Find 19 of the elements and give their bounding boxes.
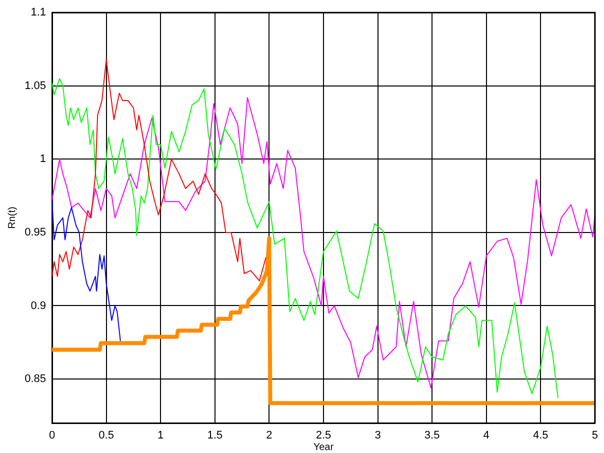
x-tick-label: 2.5 bbox=[316, 430, 332, 442]
y-tick-label: 0.85 bbox=[24, 373, 46, 386]
x-tick-label: 0.5 bbox=[98, 430, 114, 442]
x-tick-label: 5 bbox=[592, 430, 598, 442]
y-tick-label: 1.05 bbox=[24, 80, 46, 92]
x-tick-label: 3.5 bbox=[424, 430, 440, 442]
x-tick-label: 1 bbox=[158, 430, 164, 442]
y-tick-label: 1.1 bbox=[30, 6, 46, 19]
x-axis-title: Year bbox=[313, 442, 334, 453]
x-tick-label: 3 bbox=[374, 430, 381, 442]
y-axis-title: Rn(t) bbox=[6, 206, 18, 229]
y-tick-label: 1 bbox=[40, 153, 46, 166]
x-tick-label: 2 bbox=[266, 430, 272, 442]
x-tick-label: 4 bbox=[483, 430, 490, 442]
x-tick-label: 4.5 bbox=[533, 430, 548, 442]
x-tick-label: 1.5 bbox=[207, 430, 223, 442]
x-tick-label: 0 bbox=[48, 430, 56, 442]
y-tick-label: 0.95 bbox=[24, 226, 46, 238]
y-tick-label: 0.9 bbox=[30, 300, 46, 312]
